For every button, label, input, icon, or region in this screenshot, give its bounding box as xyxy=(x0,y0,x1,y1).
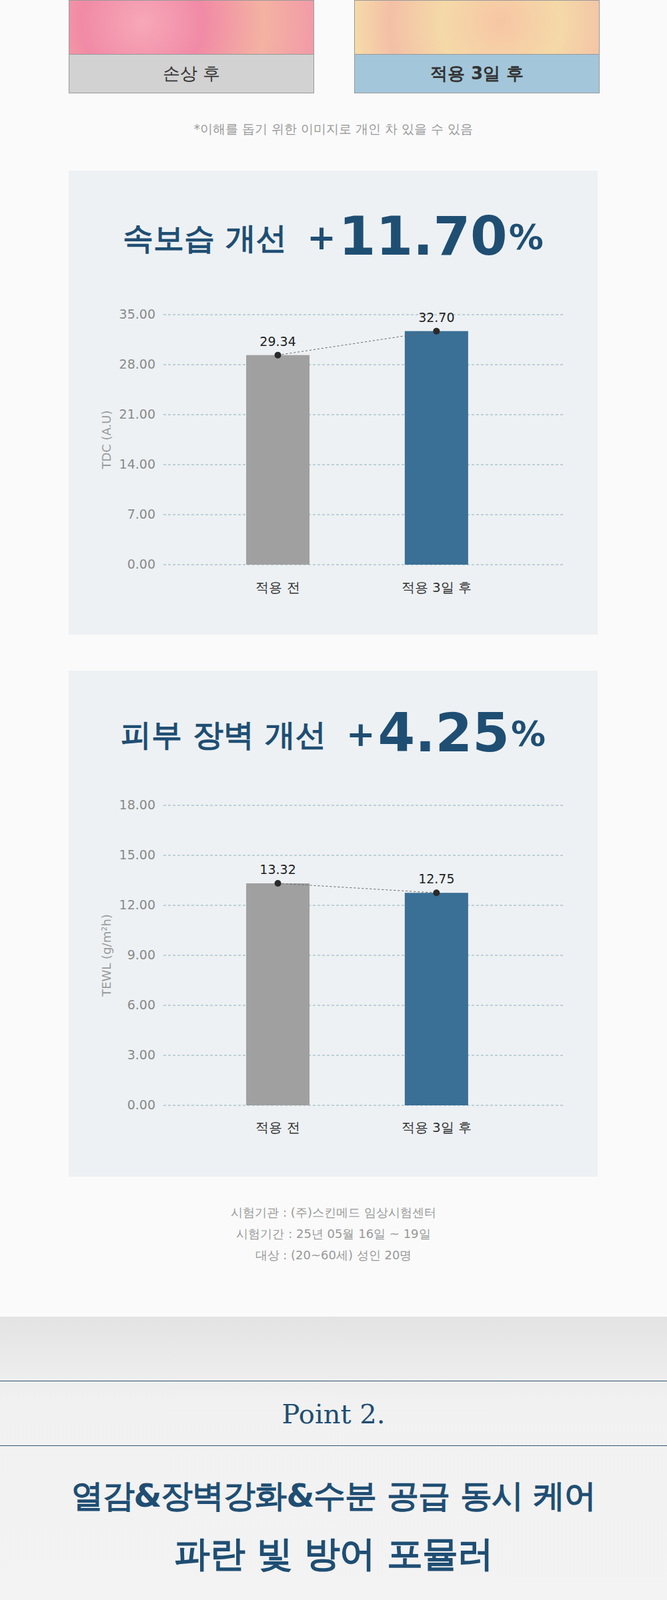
annotation-number: 4.25 xyxy=(378,702,510,765)
annotation-unit: % xyxy=(508,217,544,258)
tick-label: 14.00 xyxy=(119,456,156,472)
tick-label: 0.00 xyxy=(127,556,156,572)
image-label: 손상 후 xyxy=(68,54,315,94)
chart-title: 피부 장벽 개선 +4.25% xyxy=(120,702,546,765)
grid-line xyxy=(163,855,565,857)
grid-line xyxy=(163,805,565,807)
annotation-sign: + xyxy=(346,714,376,755)
data-dot xyxy=(432,889,440,897)
tick-label: 0.00 xyxy=(127,1097,156,1113)
chart-svg: 피부 장벽 개선 +4.25% 0.00 3.00 6.00 9.00 12.00 15.00… xyxy=(68,671,598,1178)
grid-line xyxy=(163,1105,565,1107)
grid-line xyxy=(163,564,565,566)
grid-line xyxy=(163,314,565,316)
tick-label: 35.00 xyxy=(119,306,156,322)
footer-text: 시험기관 : (주)스킨메드 임상시험센터 xyxy=(0,1205,667,1222)
grid-line xyxy=(163,364,565,366)
bars xyxy=(246,328,469,565)
point-label: Point 2. xyxy=(0,1399,667,1431)
image-tile xyxy=(354,0,600,55)
title-text: 피부 장벽 개선 xyxy=(120,717,327,754)
image-tile xyxy=(68,0,315,55)
y-axis-title: TEWL (g/m²h) xyxy=(99,914,114,998)
annotation-sign: + xyxy=(306,217,337,258)
tick-label: 3.00 xyxy=(127,1047,156,1063)
y-axis-title: TDC (A.U) xyxy=(99,410,114,470)
data-dot xyxy=(274,880,282,888)
category-label: 적용 전 xyxy=(255,579,300,596)
chart-title: 속보습 개선 +11.70% xyxy=(122,205,544,268)
grid-line xyxy=(163,1055,565,1057)
data-label: 13.32 xyxy=(259,862,296,878)
tick-label: 7.00 xyxy=(127,506,156,522)
note: *이해를 돕기 위한 이미지로 개인 차 있을 수 있음 xyxy=(0,120,667,139)
chart-svg: 속보습 개선 +11.70% 0.00 7.00 14.00 21.00 28.00 35.0… xyxy=(68,170,598,635)
data-dot xyxy=(432,328,440,335)
footer-text: 시험기간 : 25년 05월 16일 ~ 19일 xyxy=(0,1226,667,1243)
grid-line xyxy=(163,514,565,516)
image-label: 적용 3일 후 xyxy=(354,54,600,94)
data-label: 32.70 xyxy=(418,310,455,325)
grid-line xyxy=(163,464,565,466)
divider xyxy=(0,1446,667,1447)
divider xyxy=(0,1381,667,1383)
tick-label: 12.00 xyxy=(119,897,156,913)
chart-panel: 피부 장벽 개선 +4.25% 0.00 3.00 6.00 9.00 12.00 15.00… xyxy=(68,671,598,1178)
chart-panel: 속보습 개선 +11.70% 0.00 7.00 14.00 21.00 28.00 35.0… xyxy=(68,170,598,635)
grid-line xyxy=(163,414,565,416)
category-label: 적용 3일 후 xyxy=(401,579,472,596)
data-label: 12.75 xyxy=(418,871,455,887)
grid-line xyxy=(163,955,565,957)
footer-text: 대상 : (20~60세) 성인 20명 xyxy=(0,1247,667,1264)
connector-line xyxy=(278,331,437,356)
data-dot xyxy=(274,352,282,359)
tick-label: 28.00 xyxy=(119,356,156,372)
bar xyxy=(246,355,310,565)
tick-label: 18.00 xyxy=(119,797,156,813)
bar xyxy=(246,883,310,1106)
annotation: +11.70% xyxy=(306,205,544,268)
headline: 열감&장벽강화&수분 공급 동시 케어 xyxy=(0,1475,667,1517)
annotation: +4.25% xyxy=(346,702,546,765)
connector-line xyxy=(278,883,437,894)
tick-label: 15.00 xyxy=(119,847,156,863)
data-label: 29.34 xyxy=(259,334,296,349)
grid-line xyxy=(163,1005,565,1007)
annotation-unit: % xyxy=(510,714,546,755)
annotation-number: 11.70 xyxy=(338,205,508,268)
category-label: 적용 전 xyxy=(255,1119,300,1136)
tick-label: 6.00 xyxy=(127,997,156,1013)
title-text: 속보습 개선 xyxy=(122,220,287,257)
bar xyxy=(404,331,469,565)
bars xyxy=(246,880,469,1106)
tick-label: 9.00 xyxy=(127,947,156,963)
headline: 파란 빛 방어 포뮬러 xyxy=(0,1534,667,1576)
tick-label: 21.00 xyxy=(119,406,156,422)
grid-line xyxy=(163,905,565,907)
category-label: 적용 3일 후 xyxy=(401,1119,472,1136)
bar xyxy=(404,893,469,1106)
